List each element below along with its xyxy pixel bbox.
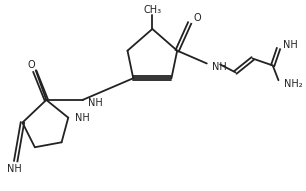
Text: O: O (27, 60, 35, 70)
Text: NH: NH (7, 164, 22, 174)
Text: NH₂: NH₂ (284, 79, 303, 89)
Text: CH₃: CH₃ (143, 5, 161, 15)
Text: NH: NH (283, 40, 298, 50)
Text: NH: NH (211, 62, 226, 72)
Text: NH: NH (75, 113, 90, 123)
Text: NH: NH (88, 98, 103, 108)
Text: O: O (193, 13, 201, 23)
